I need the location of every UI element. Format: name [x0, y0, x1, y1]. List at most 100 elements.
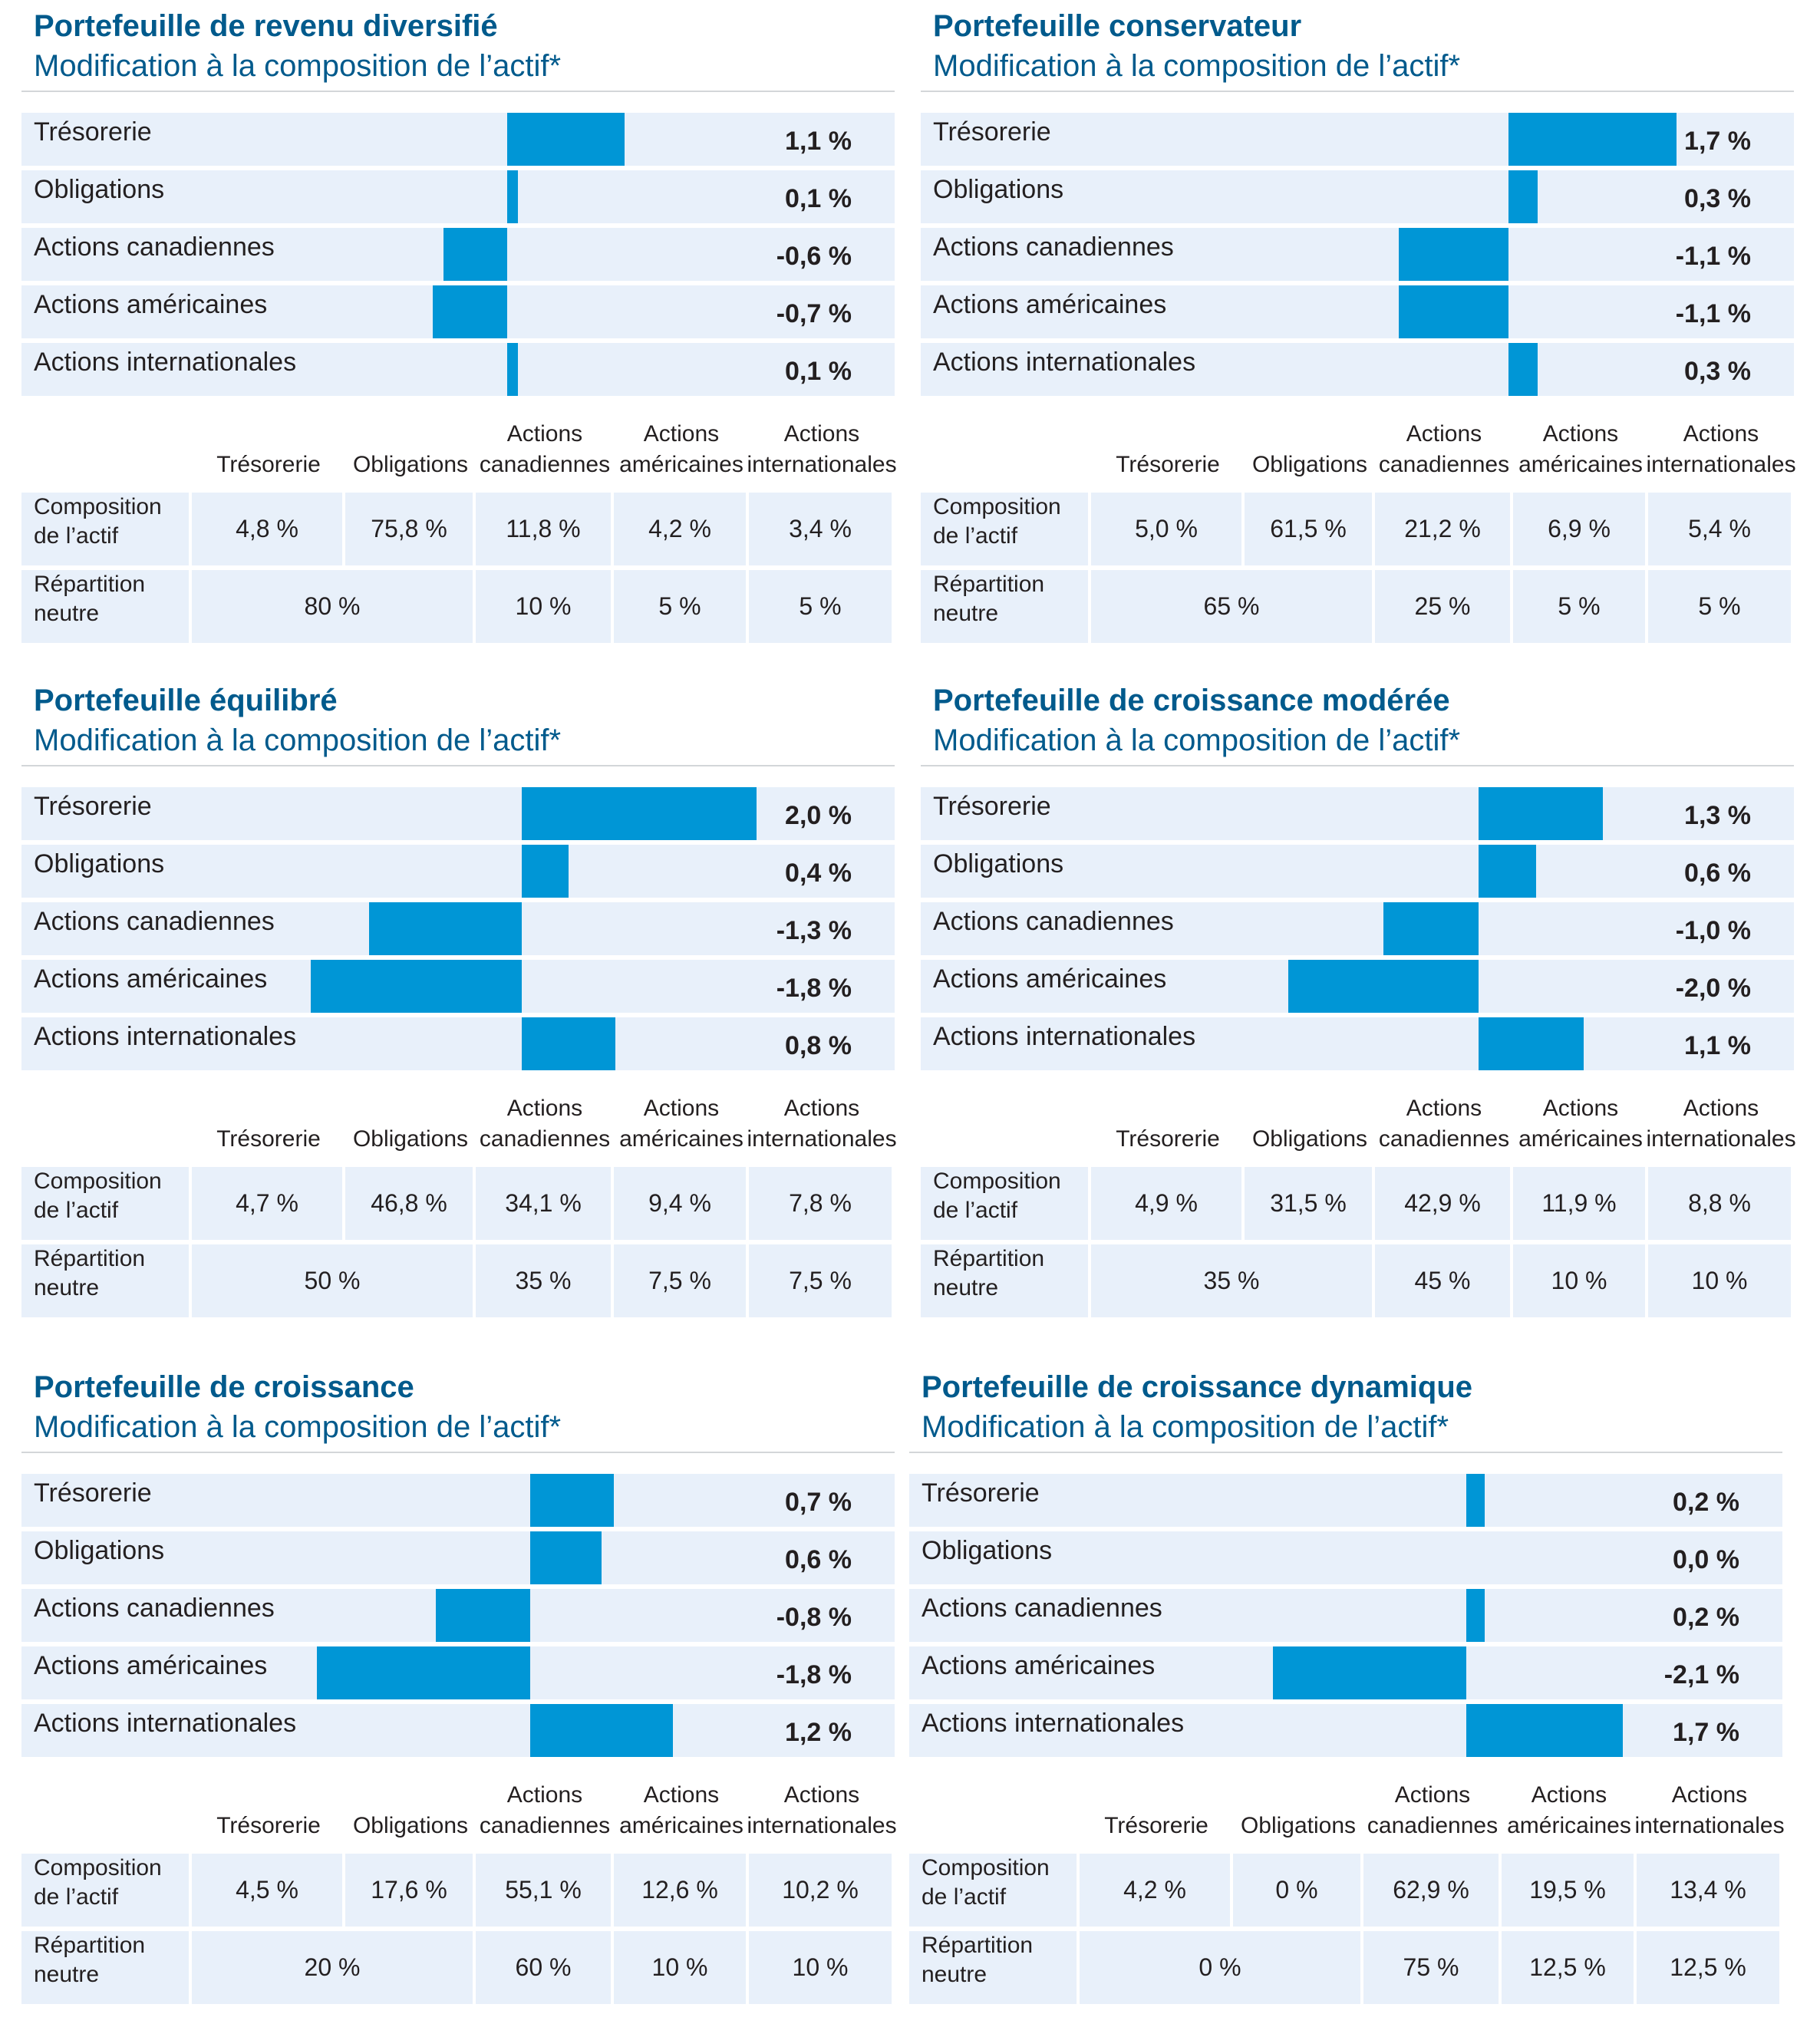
bar: [530, 1474, 614, 1527]
bar-category-label: Actions canadiennes: [34, 907, 275, 936]
portfolio-panel: Portefeuille de croissance Modification à…: [21, 1366, 897, 2025]
composition-cell: 4,2 %: [1080, 1854, 1230, 1927]
bar-row: Actions américaines -1,8 %: [21, 1646, 895, 1699]
column-header: Trésorerie: [216, 452, 321, 477]
neutral-cell: 35 %: [476, 1244, 611, 1317]
neutral-cell: 10 %: [476, 570, 611, 643]
bar-category-label: Obligations: [933, 175, 1064, 204]
panel-subtitle: Modification à la composition de l’actif…: [34, 723, 562, 757]
bar-row: Obligations 0,6 %: [921, 845, 1794, 898]
bar-row: Actions internationales 0,8 %: [21, 1017, 895, 1070]
bar-value-label: 0,7 %: [785, 1488, 852, 1517]
bar-category-label: Trésorerie: [34, 1478, 152, 1508]
neutral-cell: 7,5 %: [614, 1244, 746, 1317]
bar: [1288, 960, 1479, 1013]
column-header: Actions américaines: [1518, 421, 1643, 477]
bar: [1508, 343, 1538, 396]
neutral-cell: 20 %: [192, 1931, 473, 2004]
bar-value-label: 0,2 %: [1673, 1603, 1739, 1632]
composition-cell: 8,8 %: [1648, 1167, 1791, 1240]
neutral-cell: 10 %: [1648, 1244, 1791, 1317]
bar-row: Actions canadiennes -0,8 %: [21, 1589, 895, 1642]
bar-category-label: Actions internationales: [34, 1022, 297, 1051]
bar-category-label: Actions internationales: [933, 348, 1196, 377]
composition-cell: 31,5 %: [1245, 1167, 1372, 1240]
bar: [433, 285, 508, 338]
row-label-composition: Composition de l’actif: [921, 1167, 1088, 1240]
bar-row: Trésorerie 0,7 %: [21, 1474, 895, 1527]
bar: [1273, 1646, 1466, 1699]
portfolio-panel: Portefeuille de croissance modérée Modifi…: [921, 679, 1796, 1339]
column-header: Trésorerie: [216, 1126, 321, 1152]
divider: [21, 765, 895, 766]
column-header: Obligations: [1251, 452, 1368, 477]
composition-cell: 61,5 %: [1245, 493, 1372, 565]
bar-row: Obligations 0,6 %: [21, 1531, 895, 1584]
bar-category-label: Obligations: [933, 849, 1064, 878]
panel-title: Portefeuille de croissance modérée: [933, 684, 1450, 717]
column-header: Actions canadiennes: [479, 421, 611, 477]
bar-value-label: 1,1 %: [785, 127, 852, 156]
bar-category-label: Obligations: [34, 175, 165, 204]
composition-cell: 21,2 %: [1375, 493, 1510, 565]
column-header: Actions internationales: [747, 1782, 897, 1838]
composition-cell: 5,0 %: [1091, 493, 1241, 565]
bar-category-label: Trésorerie: [34, 792, 152, 821]
bar-category-label: Actions canadiennes: [922, 1594, 1162, 1623]
column-header: Obligations: [352, 1126, 469, 1152]
bar-category-label: Actions canadiennes: [933, 907, 1174, 936]
neutral-cell: 12,5 %: [1637, 1931, 1779, 2004]
bar-category-label: Actions américaines: [922, 1651, 1156, 1680]
composition-cell: 10,2 %: [749, 1854, 892, 1927]
panel-subtitle: Modification à la composition de l’actif…: [34, 1410, 562, 1444]
column-header: Actions canadiennes: [479, 1782, 611, 1838]
bar-value-label: 1,7 %: [1673, 1718, 1739, 1747]
row-label-neutral: Répartition neutre: [21, 1931, 189, 2004]
composition-cell: 4,9 %: [1091, 1167, 1241, 1240]
bar-row: Actions internationales 0,1 %: [21, 343, 895, 396]
composition-cell: 4,8 %: [192, 493, 342, 565]
bar: [1466, 1704, 1623, 1757]
neutral-cell: 10 %: [614, 1931, 746, 2004]
panel-title: Portefeuille conservateur: [933, 9, 1302, 43]
neutral-cell: 5 %: [749, 570, 892, 643]
neutral-cell: 10 %: [1513, 1244, 1645, 1317]
bar: [507, 170, 519, 223]
composition-cell: 62,9 %: [1363, 1854, 1499, 1927]
column-header: Actions canadiennes: [1367, 1782, 1499, 1838]
bar: [1508, 170, 1538, 223]
bar-category-label: Obligations: [34, 849, 165, 878]
bar-value-label: 0,3 %: [1684, 184, 1751, 213]
row-label-neutral: Répartition neutre: [921, 570, 1088, 643]
bar-row: Actions américaines -0,7 %: [21, 285, 895, 338]
row-label-composition: Composition de l’actif: [21, 1854, 189, 1927]
bar-value-label: 0,4 %: [785, 859, 852, 888]
column-header: Actions internationales: [1646, 421, 1796, 477]
bar-value-label: 0,1 %: [785, 357, 852, 386]
bar-row: Actions internationales 1,1 %: [921, 1017, 1794, 1070]
row-label-composition: Composition de l’actif: [909, 1854, 1077, 1927]
row-label-neutral: Répartition neutre: [921, 1244, 1088, 1317]
neutral-cell: 7,5 %: [749, 1244, 892, 1317]
bar-value-label: 0,8 %: [785, 1031, 852, 1060]
bar-row: Trésorerie 2,0 %: [21, 787, 895, 840]
bar-row: Actions canadiennes -1,1 %: [921, 228, 1794, 281]
composition-cell: 12,6 %: [614, 1854, 746, 1927]
bar-row: Actions internationales 1,7 %: [909, 1704, 1782, 1757]
row-label-composition: Composition de l’actif: [921, 493, 1088, 565]
bar-chart: Trésorerie 1,3 % Obligations 0,6 % Actions c…: [921, 787, 1794, 1077]
panel-subtitle: Modification à la composition de l’actif…: [922, 1410, 1449, 1444]
composition-cell: 75,8 %: [345, 493, 473, 565]
bar: [507, 113, 625, 166]
composition-cell: 5,4 %: [1648, 493, 1791, 565]
bar-value-label: 0,6 %: [1684, 859, 1751, 888]
composition-cell: 34,1 %: [476, 1167, 611, 1240]
bar-category-label: Actions canadiennes: [933, 232, 1174, 262]
neutral-cell: 35 %: [1091, 1244, 1372, 1317]
column-header: Actions internationales: [1646, 1096, 1796, 1152]
divider: [921, 91, 1794, 92]
bar-value-label: 1,1 %: [1684, 1031, 1751, 1060]
composition-cell: 0 %: [1233, 1854, 1360, 1927]
column-header: Obligations: [352, 1813, 469, 1838]
bar-row: Obligations 0,3 %: [921, 170, 1794, 223]
